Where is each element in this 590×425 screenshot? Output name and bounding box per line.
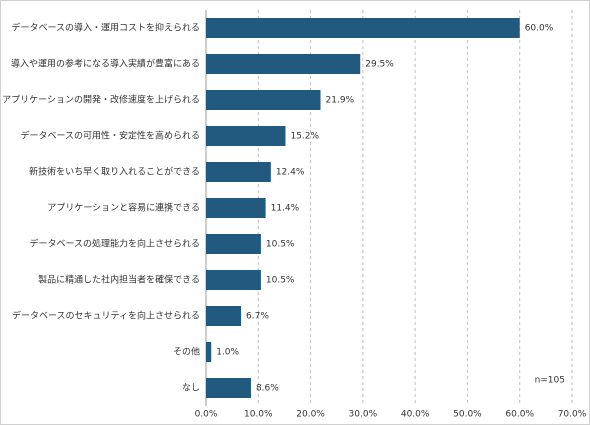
bar [206,54,361,74]
annotation: n=105 [535,376,565,386]
bar [206,198,266,218]
bar [206,270,261,290]
x-tick-label: 60.0% [505,410,534,420]
value-label: 10.5% [266,276,295,286]
x-tick-label: 20.0% [296,410,325,420]
x-tick-label: 0.0% [195,410,218,420]
value-label: 60.0% [525,24,554,34]
bar [206,306,242,326]
y-tick-label: なし [182,383,200,394]
bar [206,342,212,362]
y-tick-label: データベースのセキュリティを向上させられる [12,310,200,322]
y-tick-label: 導入や運用の参考になる導入実績が豊富にある [11,58,200,70]
x-tick-label: 70.0% [558,410,587,420]
x-tick-label: 40.0% [401,410,430,420]
value-label: 10.5% [266,240,295,250]
y-tick-label: その他 [173,346,200,358]
bar [206,378,251,398]
value-label: 8.6% [256,384,279,394]
x-tick-label: 50.0% [453,410,482,420]
value-label: 29.5% [365,60,394,70]
y-tick-label: 新技術をいち早く取り入れることができる [29,166,200,178]
bar [206,90,321,110]
value-label: 6.7% [246,312,269,322]
y-tick-label: 製品に精通した社内担当者を確保できる [38,274,200,286]
bar [206,18,520,38]
y-tick-label: データベースの導入・運用コストを抑えられる [11,22,200,34]
bar [206,126,286,146]
y-tick-label: データベースの処理能力を向上させられる [29,238,200,250]
bar [206,162,271,182]
value-label: 15.2% [290,132,319,142]
y-tick-label: アプリケーションと容易に連携できる [47,202,200,214]
y-tick-label: アプリケーションの開発・改修速度を上げられる [2,94,200,106]
value-label: 12.4% [276,168,305,178]
value-label: 1.0% [216,348,239,358]
x-tick-label: 30.0% [349,410,378,420]
bar [206,234,261,254]
value-label: 21.9% [326,96,355,106]
value-label: 11.4% [271,204,300,214]
y-tick-label: データベースの可用性・安定性を高められる [20,130,200,142]
x-tick-label: 10.0% [244,410,273,420]
